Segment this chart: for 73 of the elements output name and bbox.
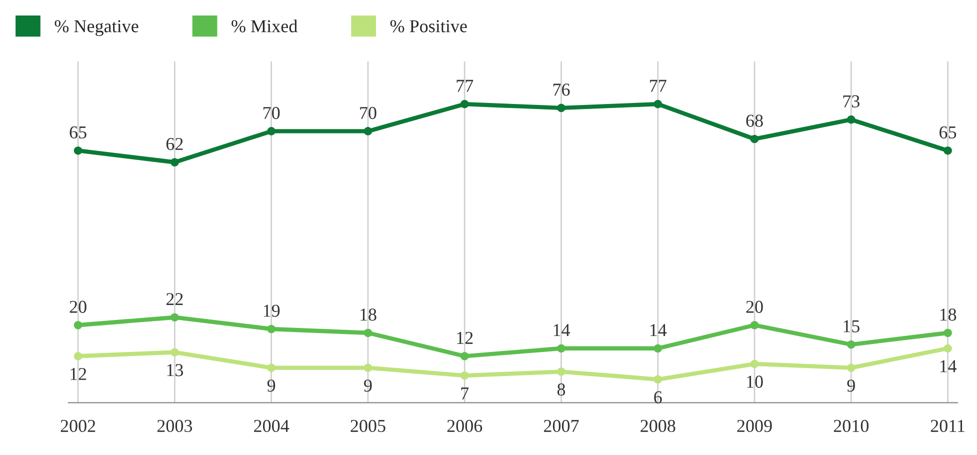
point — [750, 360, 759, 368]
point — [267, 364, 276, 372]
point — [944, 146, 952, 155]
point — [267, 127, 276, 136]
legend-label: % Positive — [390, 20, 467, 32]
data-label: 12 — [457, 332, 473, 344]
point — [846, 340, 856, 349]
data-label: 13 — [167, 364, 184, 376]
point — [170, 158, 179, 166]
x-tick-label: 2004 — [254, 420, 290, 432]
point — [460, 100, 469, 108]
point — [750, 320, 759, 330]
point — [364, 364, 372, 372]
point — [944, 328, 952, 338]
data-label: 9 — [267, 380, 276, 392]
data-label: 14 — [940, 360, 957, 372]
legend-label: % Mixed — [232, 20, 298, 32]
data-label: 7 — [461, 387, 469, 400]
x-tick-label: 2005 — [350, 420, 386, 432]
data-label: 70 — [263, 106, 280, 120]
point — [170, 348, 179, 356]
legend-label: % Negative — [54, 20, 138, 36]
data-label: 73 — [843, 95, 860, 108]
data-label: 12 — [70, 368, 86, 380]
point — [846, 364, 856, 372]
point — [557, 104, 566, 112]
point — [170, 313, 179, 322]
data-label: 62 — [166, 138, 183, 150]
point — [557, 367, 566, 376]
data-label: 22 — [166, 293, 183, 306]
point — [364, 127, 372, 136]
point — [654, 344, 662, 353]
x-tick-label: 2008 — [640, 420, 676, 432]
data-label: 14 — [554, 324, 570, 336]
data-label: 65 — [940, 126, 956, 138]
point — [944, 344, 952, 353]
point — [267, 324, 276, 334]
x-tick-label: 2003 — [157, 420, 192, 432]
data-label: 19 — [264, 304, 280, 317]
point — [74, 320, 82, 330]
data-label: 20 — [70, 300, 86, 313]
data-label: 77 — [650, 80, 666, 92]
x-tick-label: 2009 — [737, 420, 772, 432]
point — [460, 371, 469, 380]
point — [654, 100, 662, 108]
data-label: 77 — [456, 80, 474, 92]
point — [74, 146, 82, 155]
x-tick-label: 2002 — [60, 420, 96, 432]
x-tick-label: 2006 — [447, 420, 482, 432]
data-label: 20 — [746, 300, 763, 313]
data-label: 70 — [360, 106, 376, 120]
point — [364, 328, 372, 338]
data-label: 65 — [70, 126, 86, 138]
data-label: 8 — [557, 383, 566, 396]
point — [846, 115, 856, 124]
x-tick-label: 2011 — [930, 420, 964, 432]
data-label: 18 — [940, 308, 956, 321]
data-label: 18 — [360, 308, 376, 321]
point — [750, 134, 759, 144]
x-tick-label: 2007 — [544, 420, 579, 432]
data-label: 9 — [847, 380, 855, 392]
data-label: 76 — [553, 84, 570, 96]
data-label: 68 — [746, 114, 763, 127]
point — [74, 352, 82, 360]
data-label: 9 — [364, 380, 372, 392]
point — [654, 375, 662, 384]
point — [557, 344, 566, 353]
data-label: 10 — [747, 376, 763, 388]
data-label: 6 — [654, 391, 662, 404]
point — [460, 352, 469, 360]
x-tick-label: 2010 — [834, 420, 869, 432]
data-label: 15 — [844, 320, 860, 332]
data-label: 14 — [650, 324, 667, 336]
